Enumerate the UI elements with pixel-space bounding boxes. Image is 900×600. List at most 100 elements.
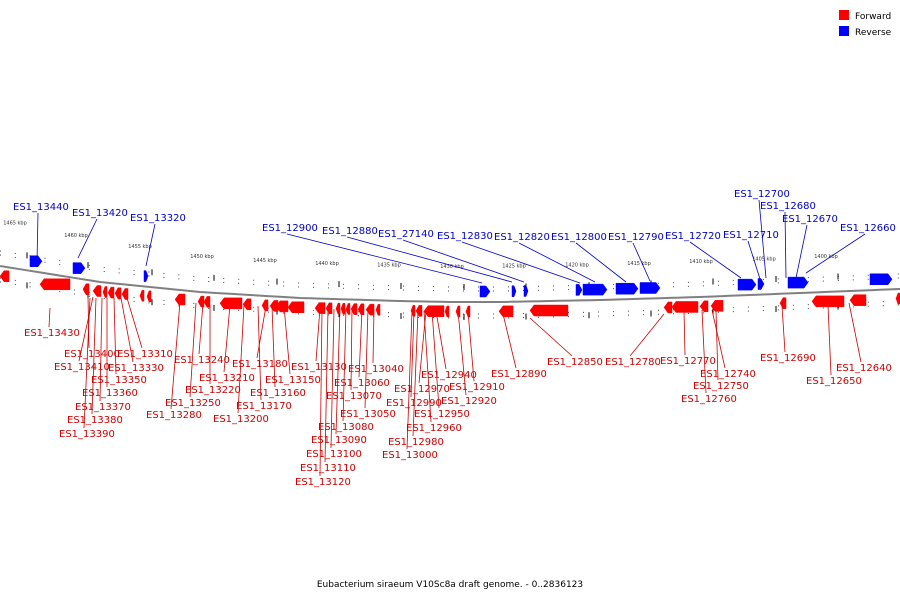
leader-line bbox=[795, 224, 808, 279]
leader-line bbox=[83, 297, 91, 429]
leader-line bbox=[113, 297, 117, 375]
leader-line bbox=[358, 308, 363, 378]
reverse-gene-arrow bbox=[639, 282, 661, 294]
kbp-tick-label: 1430 kbp bbox=[440, 264, 464, 270]
forward-gene-label: ES1_12890 bbox=[491, 369, 547, 380]
forward-gene-label: ES1_13210 bbox=[199, 373, 255, 384]
leader-line bbox=[335, 308, 341, 435]
forward-gene-arrow bbox=[895, 292, 900, 305]
forward-gene-label: ES1_12920 bbox=[441, 396, 497, 407]
reverse-gene-label: ES1_12670 bbox=[782, 214, 838, 225]
leader-line bbox=[784, 211, 787, 279]
reverse-gene-arrow bbox=[757, 278, 765, 290]
reverse-gene-label: ES1_27140 bbox=[378, 229, 434, 240]
legend: Forward Reverse bbox=[839, 10, 892, 38]
leader-line bbox=[324, 308, 329, 463]
leader-line bbox=[257, 305, 262, 401]
leader-line bbox=[410, 310, 415, 398]
leader-line bbox=[315, 307, 321, 362]
forward-gene-label: ES1_13070 bbox=[326, 391, 382, 402]
kbp-tick-label: 1415 kbp bbox=[627, 261, 651, 267]
forward-gene-label: ES1_12750 bbox=[693, 381, 749, 392]
reverse-gene-label: ES1_12830 bbox=[437, 231, 493, 242]
genome-backbone bbox=[0, 250, 900, 319]
leader-line bbox=[120, 297, 134, 363]
forward-gene-arrow bbox=[423, 305, 445, 317]
leader-line bbox=[91, 297, 97, 415]
leader-line bbox=[689, 241, 742, 279]
leader-lines bbox=[36, 199, 866, 477]
reverse-gene-label: ES1_12680 bbox=[760, 201, 816, 212]
leader-line bbox=[431, 310, 440, 409]
leader-line bbox=[364, 308, 369, 409]
kbp-tick-label: 1450 kbp bbox=[190, 254, 214, 260]
forward-gene-arrow bbox=[710, 300, 724, 312]
forward-gene-arrow bbox=[498, 305, 514, 318]
forward-gene-label: ES1_13120 bbox=[295, 477, 351, 488]
forward-gene-label: ES1_13040 bbox=[348, 364, 404, 375]
reverse-gene-arrow bbox=[869, 273, 893, 286]
forward-gene-arrow bbox=[365, 303, 375, 316]
kbp-tick-label: 1425 kbp bbox=[502, 264, 526, 270]
forward-gene-arrow bbox=[849, 294, 867, 306]
forward-gene-label: ES1_13160 bbox=[250, 388, 306, 399]
legend-reverse-swatch bbox=[839, 26, 849, 36]
leader-line bbox=[715, 309, 719, 381]
forward-gene-arrow bbox=[415, 305, 423, 317]
leader-line bbox=[406, 310, 413, 450]
reverse-gene-arrow bbox=[143, 270, 149, 282]
leader-line bbox=[827, 304, 832, 376]
forward-gene-label: ES1_13150 bbox=[265, 375, 321, 386]
leader-line bbox=[848, 302, 862, 363]
leader-line bbox=[402, 239, 525, 283]
kbp-tick-label: 1465 kbp bbox=[3, 220, 27, 226]
forward-gene-label: ES1_12980 bbox=[388, 437, 444, 448]
forward-gene-arrow bbox=[174, 293, 186, 306]
lower-inner-dotted-track bbox=[0, 277, 900, 315]
legend-forward-label: Forward bbox=[855, 12, 891, 22]
leader-line bbox=[223, 304, 231, 373]
leader-line bbox=[781, 305, 786, 353]
forward-gene-arrow bbox=[275, 300, 289, 313]
leader-line bbox=[256, 305, 267, 359]
forward-gene-label: ES1_13090 bbox=[311, 435, 367, 446]
forward-gene-arrow bbox=[287, 301, 305, 314]
forward-gene-arrow bbox=[375, 304, 381, 316]
reverse-gene-arrow bbox=[511, 285, 517, 297]
leader-line bbox=[48, 307, 51, 328]
leader-line bbox=[518, 242, 596, 283]
leader-line bbox=[372, 308, 375, 364]
forward-gene-label: ES1_13280 bbox=[146, 410, 202, 421]
forward-gene-label: ES1_12770 bbox=[660, 356, 716, 367]
forward-gene-arrow bbox=[0, 270, 10, 282]
leader-line bbox=[701, 309, 707, 394]
leader-line bbox=[78, 296, 94, 362]
leader-line bbox=[286, 233, 483, 284]
reverse-gene-label: ES1_13420 bbox=[72, 208, 128, 219]
leader-line bbox=[342, 308, 347, 422]
forward-gene-arrow bbox=[779, 297, 787, 309]
leader-line bbox=[629, 313, 665, 357]
forward-gene-label: ES1_13220 bbox=[185, 385, 241, 396]
reverse-gene-label: ES1_12900 bbox=[262, 223, 318, 234]
forward-gene-arrow bbox=[529, 304, 569, 317]
forward-gene-label: ES1_13360 bbox=[82, 388, 138, 399]
forward-gene-label: ES1_13180 bbox=[232, 359, 288, 370]
forward-gene-label: ES1_12850 bbox=[547, 357, 603, 368]
forward-gene-arrow bbox=[340, 303, 346, 315]
forward-gene-arrow bbox=[139, 289, 145, 302]
leader-line bbox=[198, 302, 204, 355]
forward-gene-label: ES1_13170 bbox=[236, 401, 292, 412]
forward-gene-arrow bbox=[325, 302, 333, 315]
forward-gene-arrow bbox=[663, 301, 673, 314]
forward-gene-label: ES1_13130 bbox=[291, 362, 347, 373]
leader-line bbox=[189, 302, 197, 398]
reverse-gene-label: ES1_13320 bbox=[130, 213, 186, 224]
reverse-gene-label: ES1_12790 bbox=[608, 232, 664, 243]
reverse-gene-arrow bbox=[29, 255, 43, 268]
reverse-gene-arrow bbox=[615, 282, 639, 295]
kbp-tick-label: 1440 kbp bbox=[315, 261, 339, 267]
kbp-tick-label: 1445 kbp bbox=[253, 258, 277, 264]
forward-gene-label: ES1_13000 bbox=[382, 450, 438, 461]
